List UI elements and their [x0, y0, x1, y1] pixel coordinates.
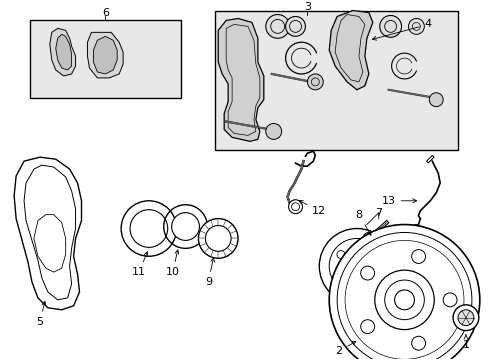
Text: 1: 1 [462, 335, 468, 350]
Polygon shape [56, 34, 71, 70]
Circle shape [265, 14, 289, 38]
Circle shape [328, 225, 479, 360]
Text: 12: 12 [298, 201, 325, 216]
Circle shape [121, 201, 176, 256]
Circle shape [384, 280, 424, 320]
Polygon shape [93, 36, 117, 74]
Text: 8: 8 [355, 210, 370, 235]
Polygon shape [14, 157, 81, 310]
Circle shape [452, 305, 478, 330]
Text: 13: 13 [381, 196, 416, 206]
Text: 9: 9 [204, 258, 214, 287]
Circle shape [379, 15, 401, 37]
Circle shape [409, 225, 422, 237]
Circle shape [307, 74, 323, 90]
Text: 5: 5 [36, 301, 46, 327]
Circle shape [288, 200, 302, 213]
Polygon shape [328, 10, 372, 90]
Circle shape [328, 238, 384, 294]
Circle shape [362, 233, 374, 244]
Circle shape [336, 233, 471, 360]
Circle shape [457, 310, 473, 325]
Circle shape [130, 210, 167, 247]
Circle shape [171, 213, 199, 240]
Circle shape [428, 93, 442, 107]
Circle shape [205, 226, 231, 251]
Polygon shape [87, 32, 123, 78]
Circle shape [285, 17, 305, 36]
Circle shape [346, 256, 366, 276]
Text: 10: 10 [165, 250, 179, 277]
Circle shape [319, 229, 394, 304]
Text: 3: 3 [304, 1, 310, 12]
Circle shape [407, 18, 424, 34]
Text: 2: 2 [335, 341, 355, 356]
Text: 11: 11 [132, 252, 147, 277]
Circle shape [198, 219, 238, 258]
Circle shape [345, 240, 463, 359]
Text: 4: 4 [372, 19, 431, 40]
Text: 6: 6 [102, 8, 108, 18]
Text: 7: 7 [374, 208, 382, 218]
Bar [215, 10, 457, 150]
Circle shape [265, 123, 281, 139]
Bar [30, 21, 180, 98]
Polygon shape [218, 18, 264, 141]
Polygon shape [50, 28, 76, 76]
Circle shape [374, 270, 433, 330]
